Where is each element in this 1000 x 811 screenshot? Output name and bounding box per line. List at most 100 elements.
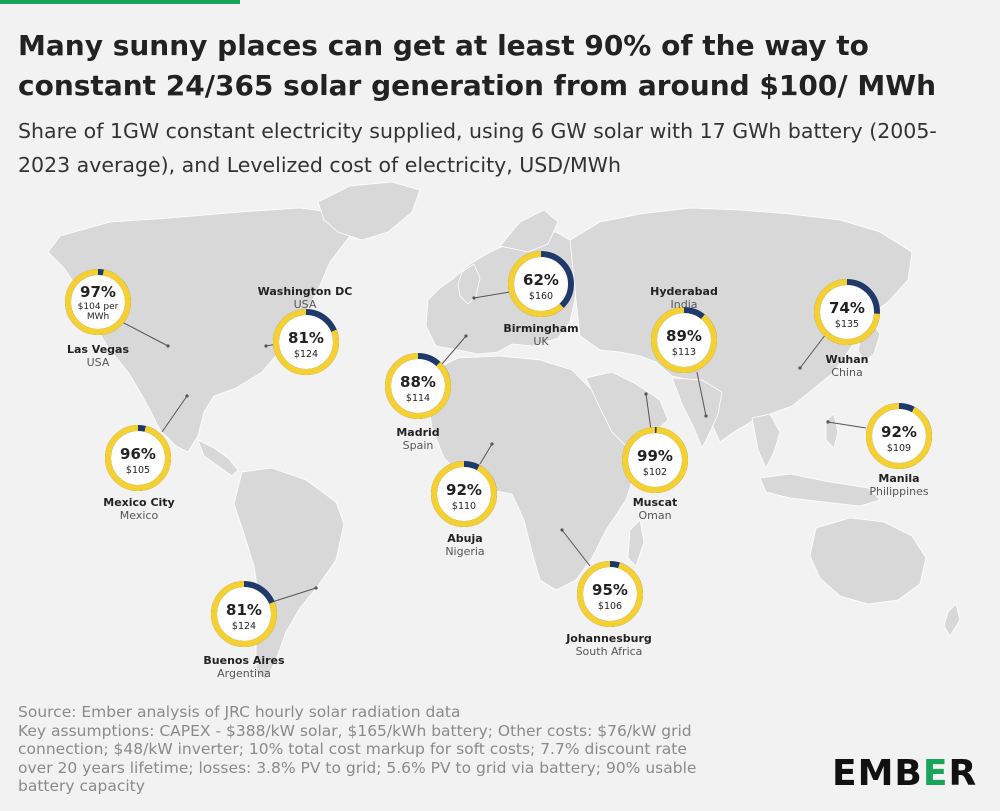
share-ring	[431, 461, 497, 527]
city-name: Muscat	[633, 496, 678, 509]
country-name: UK	[533, 335, 549, 348]
share-ring	[814, 279, 880, 345]
share-value: 74%	[829, 299, 865, 317]
leader-line	[479, 443, 493, 465]
land-masses	[47, 181, 961, 681]
leader-line	[161, 395, 188, 433]
country-name: Mexico	[120, 509, 159, 522]
share-ring	[273, 309, 339, 375]
city-name: Buenos Aires	[203, 654, 285, 667]
leader-line	[561, 529, 591, 567]
city-location-dot	[560, 528, 564, 532]
land-madagascar	[627, 519, 645, 567]
cost-value: $110	[452, 501, 476, 512]
share-value: 92%	[881, 423, 917, 441]
country-name: India	[671, 298, 698, 311]
land-southeast-asia	[751, 413, 781, 469]
marker-background	[105, 425, 171, 491]
cost-value: MWh	[87, 312, 109, 322]
share-value: 81%	[288, 329, 324, 347]
marker-background	[385, 353, 451, 419]
marker-background	[431, 461, 497, 527]
leader-line	[441, 335, 467, 365]
city-name: Hyderabad	[650, 285, 718, 298]
land-india	[671, 377, 723, 449]
share-value: 62%	[523, 271, 559, 289]
leader-line	[827, 421, 867, 429]
city-name: Wuhan	[825, 353, 868, 366]
city-location-dot	[464, 334, 468, 338]
country-name: USA	[87, 356, 110, 369]
share-ring	[211, 581, 277, 647]
chart-subtitle: Share of 1GW constant electricity suppli…	[18, 119, 937, 177]
city-name: Washington DC	[258, 285, 353, 298]
share-value: 95%	[592, 581, 628, 599]
marker-background	[651, 307, 717, 373]
leader-line	[271, 587, 317, 603]
city-location-dot	[704, 414, 708, 418]
cost-value: $124	[232, 621, 256, 632]
share-value: 89%	[666, 327, 702, 345]
share-ring	[105, 425, 171, 491]
share-ring	[866, 403, 932, 469]
footer-notes: Source: Ember analysis of JRC hourly sol…	[18, 703, 818, 796]
city-name: Manila	[878, 472, 919, 485]
marker-background	[866, 403, 932, 469]
leader-line	[799, 333, 827, 369]
city-name: Madrid	[396, 426, 439, 439]
share-value: 97%	[80, 283, 116, 301]
country-name: South Africa	[576, 645, 643, 658]
share-value: 96%	[120, 445, 156, 463]
assumptions-line: over 20 years lifetime; losses: 3.8% PV …	[18, 758, 697, 777]
city-location-dot	[166, 344, 170, 348]
leader-line	[473, 291, 511, 299]
land-philippines	[825, 413, 839, 449]
country-name: China	[831, 366, 862, 379]
cost-value: $113	[672, 347, 696, 358]
land-indonesia	[759, 473, 881, 507]
assumptions-line: Key assumptions: CAPEX - $388/kW solar, …	[18, 721, 692, 740]
leader-line	[696, 371, 707, 417]
city-name: Birmingham	[503, 322, 578, 335]
share-ring	[577, 561, 643, 627]
city-location-dot	[314, 586, 318, 590]
leader-line	[645, 393, 652, 431]
assumptions-line: connection; $48/kW inverter; 10% total c…	[18, 740, 687, 759]
cost-value: $124	[294, 349, 318, 360]
share-value: 92%	[446, 481, 482, 499]
cost-value: $109	[887, 443, 911, 454]
cost-value: $105	[126, 465, 150, 476]
marker-background	[577, 561, 643, 627]
city-name: Abuja	[447, 532, 482, 545]
share-ring	[65, 269, 131, 335]
country-name: Argentina	[217, 667, 271, 680]
share-ring	[508, 251, 574, 317]
share-ring	[385, 353, 451, 419]
country-name: Nigeria	[445, 545, 484, 558]
share-value: 88%	[400, 373, 436, 391]
marker-background	[211, 581, 277, 647]
chart-title: Many sunny places can get at least 90% o…	[18, 29, 937, 102]
cost-value: $135	[835, 319, 859, 330]
city-name: Mexico City	[103, 496, 174, 509]
city-location-dot	[264, 344, 268, 348]
marker-background	[65, 269, 131, 335]
city-location-dot	[826, 420, 830, 424]
cost-value: $160	[529, 291, 553, 302]
share-value: 99%	[637, 447, 673, 465]
country-name: Oman	[638, 509, 671, 522]
city-name: Las Vegas	[67, 343, 129, 356]
country-name: Spain	[403, 439, 434, 452]
land-greenland	[317, 181, 421, 241]
source-note: Source: Ember analysis of JRC hourly sol…	[18, 703, 461, 721]
country-name: USA	[294, 298, 317, 311]
share-ring	[651, 307, 717, 373]
